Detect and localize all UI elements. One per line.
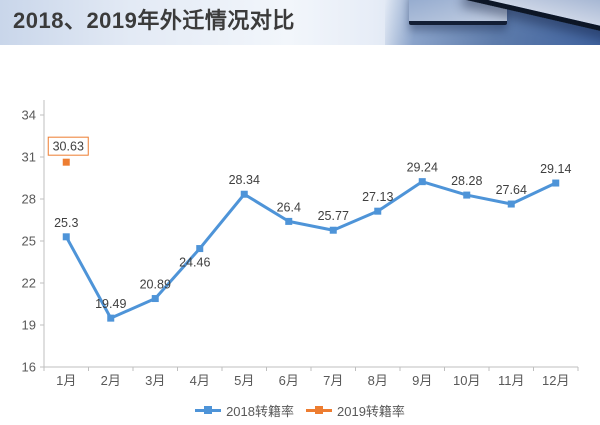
data-label: 26.4 [277,200,301,214]
legend-item-2019: 2019转籍率 [306,401,405,420]
chart-area: 16 19 22 25 28 31 34 1月 2月 3月 4月 5月 6月 7月 8月 9月 10月 11月 12… [0,45,600,425]
legend-marker-2018-icon [195,406,222,414]
data-point [374,207,382,215]
data-label: 29.24 [407,161,438,175]
data-point [107,314,115,322]
x-tick-label: 1月 [56,373,76,388]
x-tick-label: 11月 [498,373,525,388]
x-tick-label: 9月 [412,373,432,388]
x-tick-label: 12月 [542,373,569,388]
series-2018转籍率: 25.3 19.49 20.89 24.46 28.34 26.4 25.77 27.13 29… [54,161,571,322]
data-label: 28.34 [229,173,260,187]
legend-label-2019: 2019转籍率 [337,403,405,419]
data-point [418,178,426,186]
series-line [64,180,557,320]
header-photo [385,0,600,45]
legend-label-2018: 2018转籍率 [226,403,294,419]
y-tick-label: 25 [22,234,36,249]
y-tick-label: 22 [22,276,36,291]
data-point [463,191,471,199]
x-tick-label: 6月 [279,373,299,388]
data-point [507,200,515,208]
data-label: 28.28 [451,174,482,188]
y-tick-label: 31 [22,150,36,165]
data-point [240,190,248,198]
data-point [62,233,70,241]
data-point [329,226,337,234]
page-title: 2018、2019年外迁情况对比 [13,8,295,33]
y-tick-label: 16 [22,360,36,375]
x-tick-label: 3月 [145,373,165,388]
y-tick-label: 34 [22,108,36,123]
tick-labels: 16 19 22 25 28 31 34 1月 2月 3月 4月 5月 6月 7月 8月 9月 10月 11月 12… [22,108,570,389]
data-label-box [47,136,89,156]
x-tick-label: 10月 [453,373,480,388]
data-point [285,217,293,225]
x-tick-label: 5月 [234,373,254,388]
header: 2018、2019年外迁情况对比 [0,0,600,45]
chart-legend: 2018转籍率 2019转籍率 [0,395,600,425]
data-label: 25.77 [318,209,349,223]
data-label: 24.46 [179,256,210,270]
data-label: 27.13 [362,190,393,204]
x-tick-label: 7月 [323,373,343,388]
y-tick-label: 19 [22,318,36,333]
y-tick-label: 28 [22,192,36,207]
data-label: 29.14 [540,162,571,176]
data-label: 30.63 [53,140,84,154]
data-point [62,158,70,166]
data-label: 25.3 [54,216,78,230]
data-point [151,295,159,303]
axes [40,100,579,371]
x-tick-label: 8月 [368,373,388,388]
data-label: 20.89 [140,278,171,292]
data-point [552,179,560,187]
x-tick-label: 4月 [190,373,210,388]
line-chart: 16 19 22 25 28 31 34 1月 2月 3月 4月 5月 6月 7月 8月 9月 10月 11月 12… [22,100,579,389]
series-2019转籍率: 30.63 [47,136,89,166]
data-point [196,245,204,253]
data-label: 27.64 [496,183,527,197]
legend-item-2018: 2018转籍率 [195,401,294,420]
legend-marker-2019-icon [306,406,332,414]
x-tick-label: 2月 [101,373,121,388]
data-label: 19.49 [95,297,126,311]
